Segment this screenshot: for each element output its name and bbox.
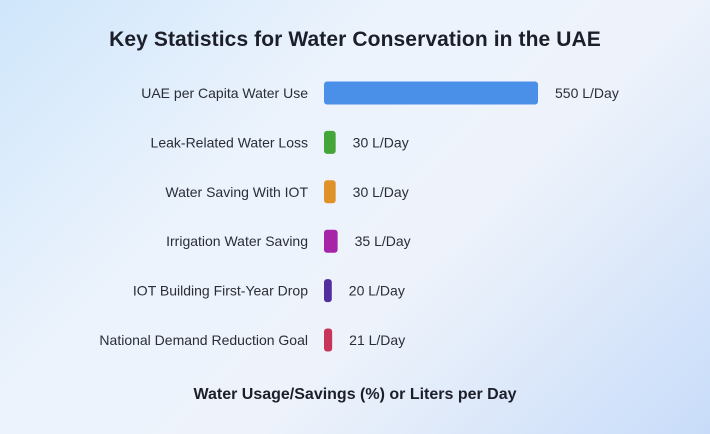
bar xyxy=(324,279,332,303)
category-label: UAE per Capita Water Use xyxy=(141,85,308,101)
bar xyxy=(324,130,336,154)
category-label: Water Saving With IOT xyxy=(165,184,308,200)
data-label: 20 L/Day xyxy=(349,283,405,299)
category-label: Irrigation Water Saving xyxy=(166,233,308,249)
category-label: National Demand Reduction Goal xyxy=(99,332,308,348)
bar xyxy=(324,180,336,204)
category-label: Leak-Related Water Loss xyxy=(151,134,308,150)
data-label: 30 L/Day xyxy=(353,184,409,200)
data-label: 30 L/Day xyxy=(353,134,409,150)
data-label: 35 L/Day xyxy=(355,233,411,249)
bar xyxy=(324,229,338,253)
x-axis-label: Water Usage/Savings (%) or Liters per Da… xyxy=(193,386,517,403)
category-label: IOT Building First-Year Drop xyxy=(133,283,308,299)
bar xyxy=(324,328,333,352)
data-label: 550 L/Day xyxy=(555,85,619,101)
bar xyxy=(324,81,538,105)
chart-title: Key Statistics for Water Conservation in… xyxy=(109,28,601,51)
data-label: 21 L/Day xyxy=(349,332,405,348)
